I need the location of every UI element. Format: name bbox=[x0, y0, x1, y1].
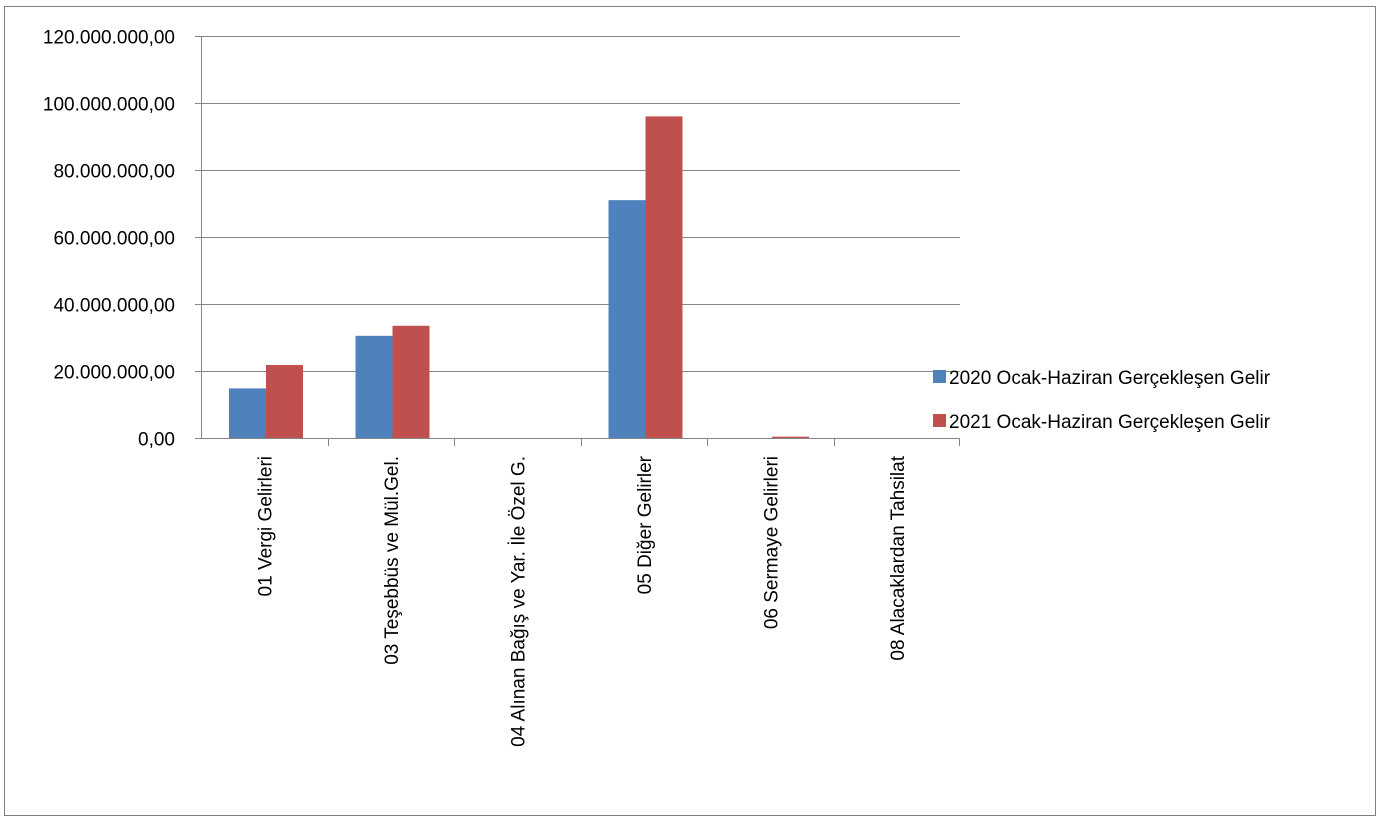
bar bbox=[355, 335, 393, 438]
y-tick-label: 40.000.000,00 bbox=[53, 296, 175, 317]
x-tick-label: 03 Teşebbüs ve Mül.Gel. bbox=[382, 456, 403, 665]
y-tick-label: 0,00 bbox=[138, 430, 175, 451]
y-tick-label: 60.000.000,00 bbox=[53, 229, 175, 250]
bar bbox=[229, 388, 266, 438]
legend-label: 2021 Ocak-Haziran Gerçekleşen Gelir bbox=[949, 412, 1271, 433]
legend-swatch bbox=[933, 370, 946, 383]
y-tick-label: 120.000.000,00 bbox=[43, 28, 175, 49]
grid-lines bbox=[195, 36, 960, 439]
bar bbox=[392, 325, 430, 438]
bar bbox=[608, 200, 646, 438]
bar bbox=[266, 364, 303, 438]
x-tick-label: 08 Alacaklardan Tahsilat bbox=[888, 455, 909, 660]
y-tick-label: 20.000.000,00 bbox=[53, 363, 175, 384]
x-tick-label: 05 Diğer Gelirler bbox=[635, 455, 656, 594]
bars-group bbox=[229, 116, 809, 439]
legend-label: 2020 Ocak-Haziran Gerçekleşen Gelir bbox=[949, 368, 1271, 389]
legend-swatch bbox=[933, 414, 946, 427]
x-tick-label: 06 Sermaye Gelirleri bbox=[761, 456, 782, 629]
x-tick-label: 01 Vergi Gelirleri bbox=[255, 456, 276, 596]
y-tick-labels: 0,00 20.000.000,00 40.000.000,00 60.000.000… bbox=[43, 28, 175, 451]
axes-group bbox=[201, 36, 960, 446]
x-tick-label: 04 Alınan Bağış ve Yar. İle Özel G. bbox=[508, 456, 529, 747]
y-tick-label: 80.000.000,00 bbox=[53, 162, 175, 183]
bar bbox=[645, 116, 683, 439]
legend: 2020 Ocak-Haziran Gerçekleşen Gelir 2021 … bbox=[933, 368, 1271, 433]
x-tick-labels: 01 Vergi Gelirleri 03 Teşebbüs ve Mül.Gel… bbox=[255, 455, 909, 747]
y-tick-label: 100.000.000,00 bbox=[43, 95, 175, 116]
bar bbox=[772, 436, 809, 438]
